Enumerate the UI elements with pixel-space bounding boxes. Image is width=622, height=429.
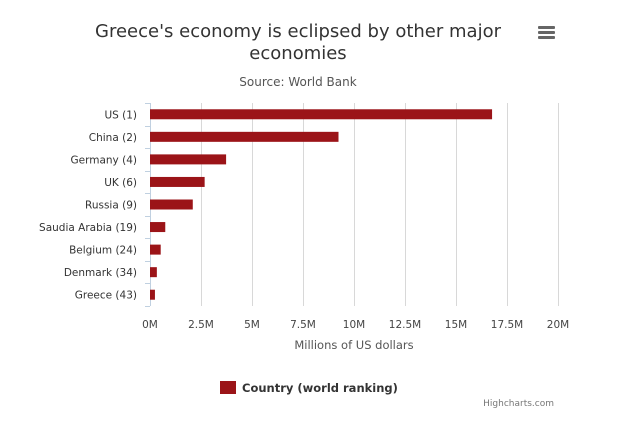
bar[interactable] bbox=[150, 267, 157, 278]
value-tick-label: 10M bbox=[343, 319, 365, 331]
legend[interactable]: Country (world ranking) bbox=[220, 381, 398, 395]
chart-title-line-2: economies bbox=[249, 43, 346, 64]
value-tick-label: 17.5M bbox=[491, 319, 523, 331]
hamburger-menu-icon[interactable] bbox=[534, 22, 560, 44]
credits-link[interactable]: Highcharts.com bbox=[483, 399, 554, 409]
bar[interactable] bbox=[150, 176, 205, 187]
value-tick-label: 7.5M bbox=[290, 319, 316, 331]
category-label: US (1) bbox=[104, 109, 137, 121]
bar[interactable] bbox=[150, 289, 155, 300]
chart-title: Greece's economy is eclipsed by other ma… bbox=[95, 21, 502, 64]
category-label: UK (6) bbox=[104, 177, 137, 189]
category-label: Belgium (24) bbox=[69, 245, 137, 257]
value-tick-label: 20M bbox=[547, 319, 569, 331]
category-labels: US (1) China (2) Germany (4) UK (6) Russia (… bbox=[39, 109, 137, 301]
legend-label[interactable]: Country (world ranking) bbox=[242, 381, 398, 395]
bar-series bbox=[150, 109, 493, 300]
value-tick-label: 2.5M bbox=[188, 319, 214, 331]
value-tick-label: 15M bbox=[445, 319, 467, 331]
category-label: Denmark (34) bbox=[64, 267, 137, 279]
chart-title-line-1: Greece's economy is eclipsed by other ma… bbox=[95, 21, 502, 42]
category-axis bbox=[145, 103, 151, 307]
bar[interactable] bbox=[150, 199, 193, 210]
bar[interactable] bbox=[150, 131, 339, 142]
category-label: Saudia Arabia (19) bbox=[39, 222, 137, 234]
value-tick-label: 12.5M bbox=[389, 319, 421, 331]
legend-swatch[interactable] bbox=[220, 381, 236, 394]
value-tick-labels: 0M 2.5M 5M 7.5M 10M 12.5M 15M 17.5M 20M bbox=[142, 319, 569, 331]
category-label: Greece (43) bbox=[75, 290, 137, 302]
chart-subtitle: Source: World Bank bbox=[239, 75, 356, 89]
bar[interactable] bbox=[150, 109, 493, 120]
value-axis-title: Millions of US dollars bbox=[294, 338, 413, 352]
category-label: Germany (4) bbox=[71, 154, 137, 166]
category-label: China (2) bbox=[89, 132, 137, 144]
category-label: Russia (9) bbox=[85, 200, 137, 212]
bar[interactable] bbox=[150, 244, 161, 255]
bar[interactable] bbox=[150, 222, 166, 233]
bar[interactable] bbox=[150, 154, 227, 165]
value-tick-label: 0M bbox=[142, 319, 158, 331]
value-tick-label: 5M bbox=[244, 319, 260, 331]
